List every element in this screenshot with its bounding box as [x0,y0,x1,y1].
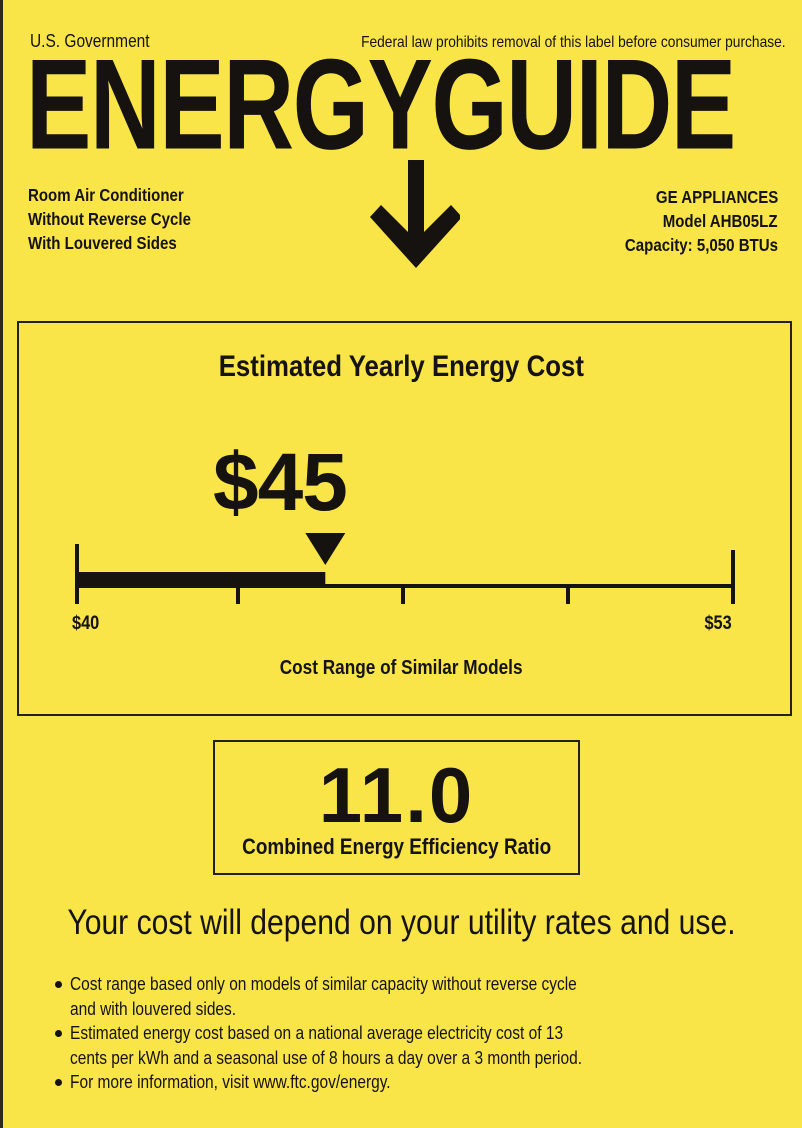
notes-list: Cost range based only on models of simil… [52,972,665,1095]
range-max-label: $53 [704,613,732,634]
efficiency-box [213,740,580,875]
range-min-label: $40 [72,613,100,634]
cost-marker-icon [305,533,346,565]
scale-end-right [731,550,735,604]
cost-range-scale [75,533,735,604]
note-item: For more information, visit www.ftc.gov/… [52,1070,665,1095]
product-description: Room Air Conditioner Without Reverse Cyc… [28,185,191,253]
scale-tick [236,586,240,604]
scale-fill [77,572,326,588]
scale-tick [566,586,570,604]
removal-notice: Federal law prohibits removal of this la… [361,34,786,51]
model: Model AHB05LZ [663,211,778,231]
disclaimer: Your cost will depend on your utility ra… [66,903,736,942]
note-item: Cost range based only on models of simil… [52,972,665,1021]
scale-tick [401,586,405,604]
cost-title: Estimated Yearly Energy Cost [218,350,584,383]
manufacturer-info: GE APPLIANCES Model AHB05LZ Capacity: 5,… [600,185,778,257]
note-item: Estimated energy cost based on a nationa… [52,1021,665,1070]
arrow-down-icon [370,160,460,268]
energyguide-logo: ENERGYGUIDE [26,31,736,177]
cost-value: $45 [213,437,348,528]
scale-end-left [75,544,79,604]
issuer-text: U.S. Government [30,31,150,51]
range-caption: Cost Range of Similar Models [279,657,523,679]
cost-box [17,321,792,716]
left-edge [0,0,3,1128]
efficiency-label: Combined Energy Efficiency Ratio [241,834,552,859]
efficiency-value: 11.0 [318,751,475,839]
capacity: Capacity: 5,050 BTUs [624,235,778,255]
brand: GE APPLIANCES [655,187,778,207]
